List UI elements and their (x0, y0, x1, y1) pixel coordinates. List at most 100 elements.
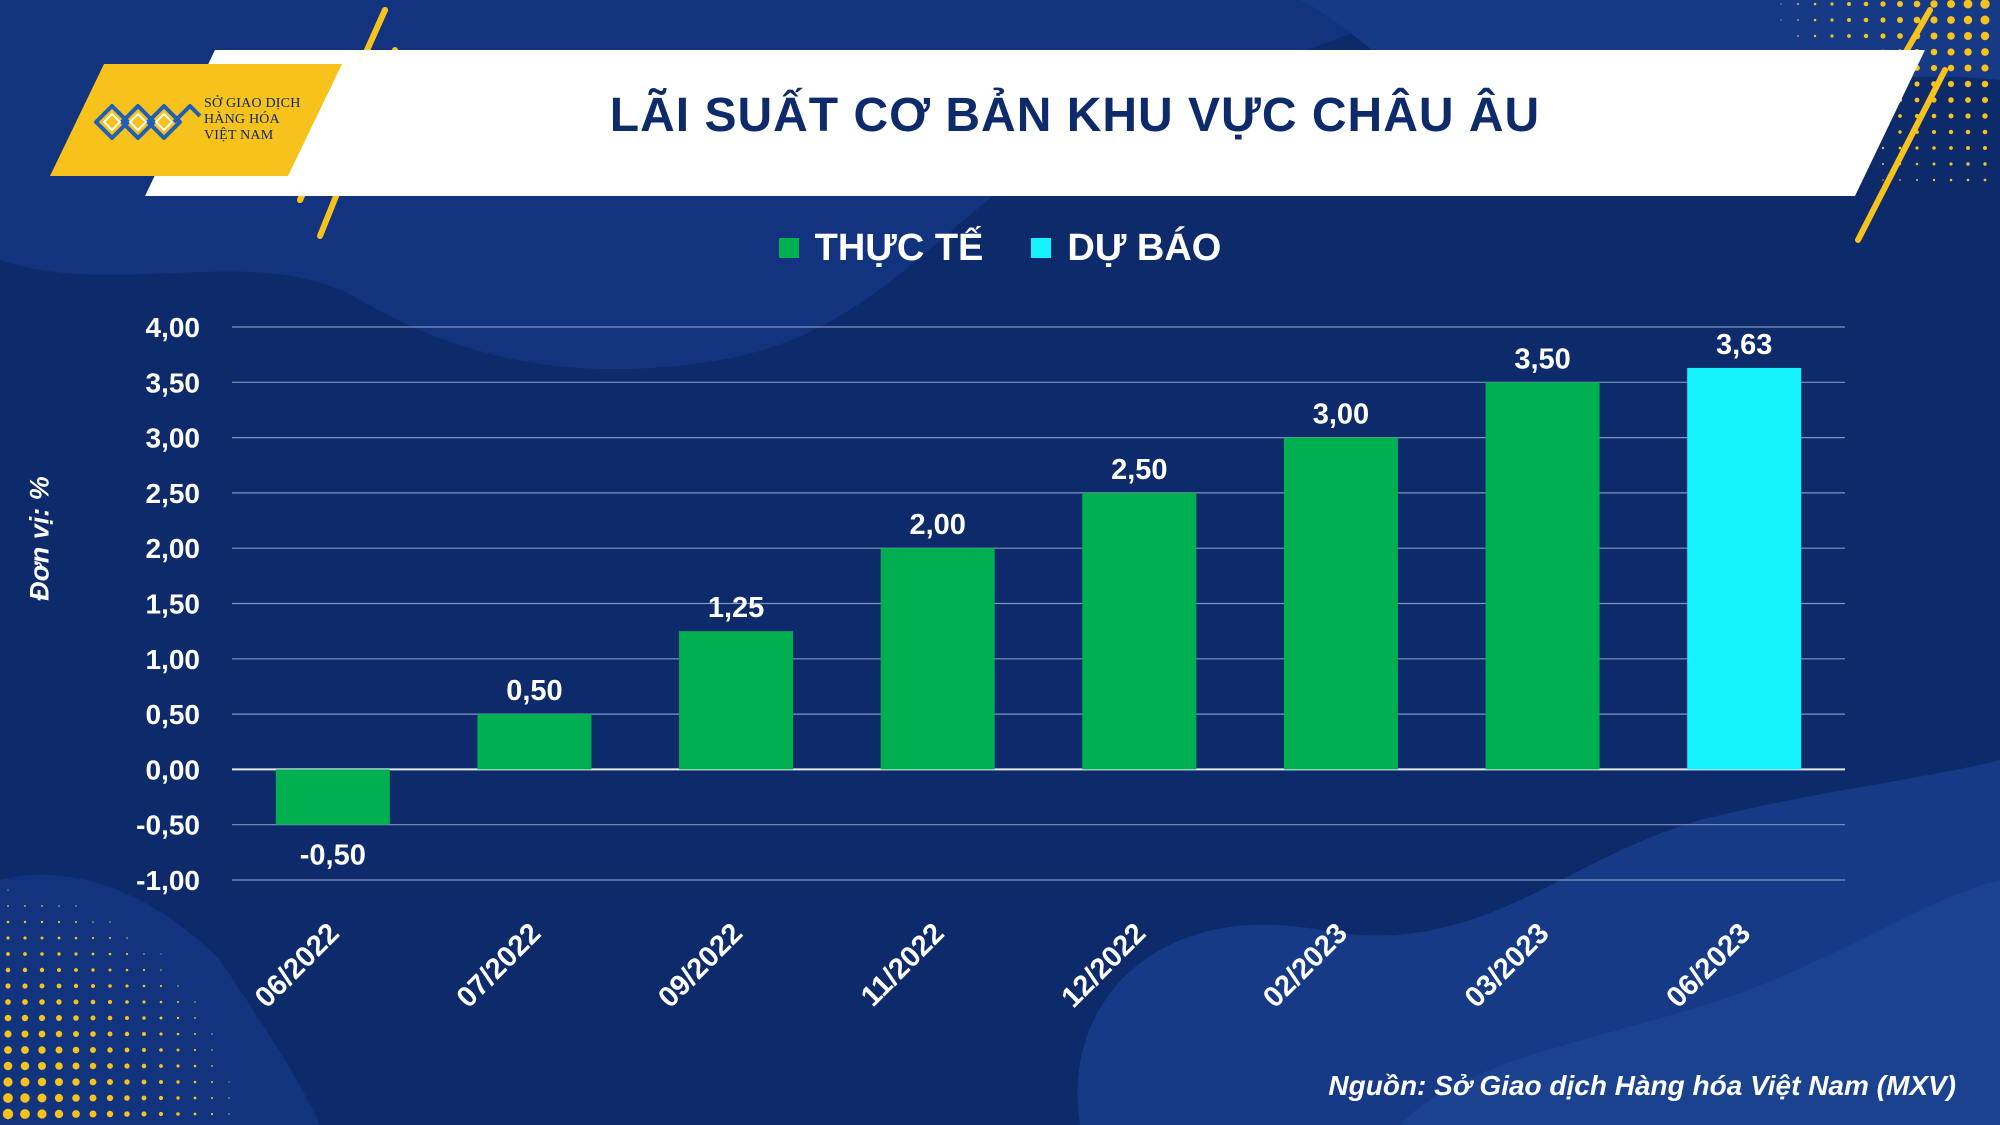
decor-dot (1948, 113, 1954, 119)
decor-dot (4, 1046, 12, 1054)
decor-dot (55, 1062, 63, 1070)
decor-dot (1947, 16, 1955, 24)
decor-dot (1882, 179, 1884, 181)
y-tick-label: -1,00 (136, 865, 200, 896)
decor-dot (109, 937, 111, 939)
decor-dot (3, 1061, 13, 1071)
data-label: 2,50 (1111, 454, 1167, 486)
decor-dot (3, 1077, 13, 1087)
decor-dot (21, 1030, 29, 1038)
decor-dot (1983, 162, 1987, 166)
decor-dot (57, 952, 61, 956)
decor-dot (125, 984, 129, 988)
decor-dot (6, 936, 10, 940)
decor-dot (1966, 178, 1970, 182)
y-tick-label: 1,00 (146, 644, 201, 675)
decor-dot (20, 1077, 30, 1087)
decor-dot (1881, 146, 1885, 150)
logo-line-2: HÀNG HÓA (204, 112, 280, 127)
decor-dot (1930, 32, 1938, 40)
decor-dot (89, 1062, 97, 1070)
decor-dot (1913, 0, 1921, 8)
decor-dot (142, 984, 146, 988)
decor-dot (55, 1078, 63, 1086)
decor-dot (125, 952, 129, 956)
decor-dot (1948, 129, 1954, 135)
decor-dot (159, 1000, 163, 1004)
decor-dot (72, 1062, 80, 1070)
decor-dot (107, 999, 113, 1005)
decor-dot (4, 1030, 12, 1038)
decor-dot (124, 1079, 130, 1085)
decor-dot (74, 952, 78, 956)
data-label: 3,63 (1716, 329, 1772, 361)
decor-dot (90, 1015, 96, 1021)
decor-dot (177, 1001, 179, 1003)
decor-dot (1914, 97, 1920, 103)
x-tick-label: 06/2023 (1660, 917, 1757, 1014)
decor-dot (72, 1094, 80, 1102)
decor-dot (91, 984, 95, 988)
decor-dot (5, 999, 11, 1005)
decor-dot (1964, 48, 1972, 56)
y-tick-label: 4,00 (146, 312, 201, 343)
decor-dot (1915, 146, 1919, 150)
decor-dot (75, 905, 77, 907)
decor-dot (124, 1047, 130, 1053)
decor-dot (21, 1014, 29, 1022)
x-tick-label: 09/2022 (652, 917, 749, 1014)
decor-dot (142, 1000, 146, 1004)
decor-dot (124, 1031, 130, 1037)
decor-dot (142, 1032, 146, 1036)
decor-dot (22, 967, 28, 973)
decor-dot (176, 1064, 180, 1068)
decor-dot (108, 984, 112, 988)
decor-dot (37, 1093, 47, 1103)
decor-dot (5, 967, 11, 973)
decor-dot (1797, 19, 1799, 21)
decor-dot (2, 1108, 14, 1120)
y-tick-label: 2,50 (146, 478, 201, 509)
decor-dot (4, 1014, 12, 1022)
decor-dot (176, 1048, 180, 1052)
bar (1485, 382, 1600, 770)
decor-dot (91, 936, 95, 940)
decor-dot (211, 1081, 213, 1083)
x-tick-label: 03/2023 (1459, 917, 1556, 1014)
chart-legend: THỰC TẾ DỰ BÁO (0, 224, 2000, 272)
decor-dot (1965, 129, 1971, 135)
decor-dot (141, 1047, 147, 1053)
decor-dot (23, 952, 27, 956)
decor-dot (22, 999, 28, 1005)
decor-dot (38, 1062, 46, 1070)
decor-dot (40, 936, 44, 940)
decor-dot (142, 968, 146, 972)
decor-dot (1847, 34, 1851, 38)
decor-dot (1930, 64, 1938, 72)
decor-dot (1916, 179, 1918, 181)
decor-dot (159, 1032, 163, 1036)
decor-dot (141, 1063, 147, 1069)
decor-dot (1863, 33, 1869, 39)
decor-dot (1897, 17, 1903, 23)
decor-dot (72, 1078, 80, 1086)
decor-dot (90, 999, 96, 1005)
decor-dot (176, 1016, 180, 1020)
decor-dot (1914, 81, 1920, 87)
decor-dot (38, 1046, 46, 1054)
decor-dot (1932, 130, 1936, 134)
decor-dot (1863, 1, 1869, 7)
decor-dot (124, 1111, 130, 1117)
decor-dot (1947, 32, 1955, 40)
decor-dot (159, 1064, 163, 1068)
decor-dot (1981, 80, 1989, 88)
decor-dot (22, 983, 28, 989)
decor-dot (1949, 146, 1953, 150)
bar (477, 714, 592, 770)
data-label: 2,00 (909, 509, 965, 541)
decor-dot (1932, 162, 1936, 166)
decor-dot (176, 1080, 180, 1084)
decor-dot (56, 999, 62, 1005)
decor-dot (141, 1079, 147, 1085)
decor-dot (1949, 178, 1953, 182)
